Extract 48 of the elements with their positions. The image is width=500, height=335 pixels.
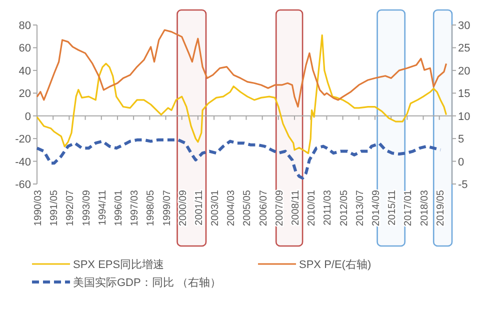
x-tick-label: 1990/03 <box>33 190 44 226</box>
x-tick-label: 2000/09 <box>178 190 189 226</box>
x-tick-label: 2015/11 <box>387 190 398 226</box>
y2-tick-label: 0 <box>458 156 464 168</box>
x-tick-label: 2011/03 <box>322 190 334 226</box>
x-tick-label: 1997/03 <box>130 190 141 226</box>
x-tick-label: 1991/05 <box>49 190 60 226</box>
x-tick-label: 1999/07 <box>162 190 173 226</box>
legend-label: 美国实际GDP：同比 （右轴） <box>73 276 221 289</box>
x-tick-label: 2018/03 <box>419 190 430 226</box>
x-tick-label: 2014/09 <box>370 190 382 226</box>
y2-tick-label: 30 <box>458 20 470 32</box>
y-tick-label: 20 <box>18 88 31 100</box>
x-tick-label: 2003/01 <box>210 190 222 226</box>
y2-tick-label: 5 <box>458 134 464 146</box>
y2-tick-label: 20 <box>458 65 470 78</box>
legend-label: SPX P/E(右轴) <box>299 258 372 271</box>
x-tick-label: 1998/05 <box>146 190 157 226</box>
legend-label: SPX EPS同比增速 <box>73 258 164 271</box>
x-tick-label: 2001/11 <box>194 190 205 226</box>
x-tick-label: 2013/07 <box>354 190 366 226</box>
x-tick-label: 2012/05 <box>338 190 350 226</box>
y-tick-label: 0 <box>24 110 31 123</box>
line-series <box>36 34 448 154</box>
x-tick-label: 2008/11 <box>290 190 302 226</box>
x-tick-label: 2019/05 <box>435 190 446 226</box>
y-tick-label: -60 <box>15 179 31 191</box>
x-tick-label: 1992/07 <box>65 190 76 226</box>
y-tick-label: 60 <box>18 42 31 55</box>
x-tick-label: 1993/09 <box>81 190 92 226</box>
x-tick-label: 2005/05 <box>242 190 254 226</box>
y2-tick-label: 15 <box>458 88 470 100</box>
x-tick-label: 2006/07 <box>258 190 270 226</box>
x-tick-label: 2004/03 <box>226 190 238 226</box>
x-tick-label: 2010/01 <box>306 190 318 226</box>
line-series <box>36 29 448 108</box>
line-series <box>36 138 442 180</box>
y-tick-label: 40 <box>18 65 31 78</box>
y-tick-label: -20 <box>15 134 31 146</box>
y2-tick-label: 25 <box>458 42 470 55</box>
y2-tick-label: -5 <box>458 179 468 191</box>
x-tick-label: 1996/01 <box>113 190 124 226</box>
x-tick-label: 2017/01 <box>403 190 414 226</box>
x-tick-label: 2007/09 <box>274 190 286 226</box>
y-tick-label: -40 <box>15 156 31 168</box>
y2-tick-label: 10 <box>458 110 470 123</box>
x-tick-label: 1994/11 <box>97 190 108 226</box>
y-tick-label: 80 <box>18 20 31 32</box>
